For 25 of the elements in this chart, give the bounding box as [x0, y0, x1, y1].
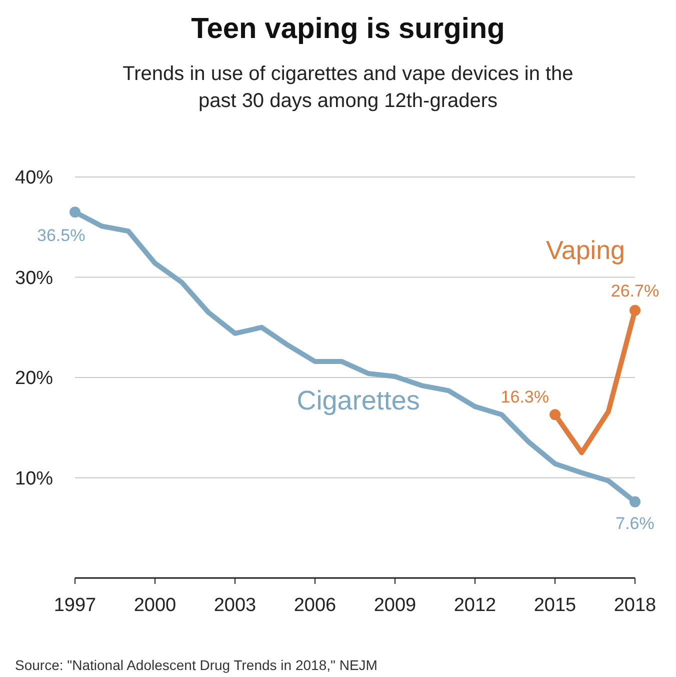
data-label: 26.7% — [610, 281, 660, 300]
source-note: Source: "National Adolescent Drug Trends in 2018," NEJM — [15, 657, 378, 673]
point — [630, 496, 640, 508]
x-tick-label: 2012 — [454, 595, 496, 616]
chart-subtitle: Trends in use of cigarettes and vape devices in the past 30 days among 12th-graders — [122, 63, 574, 112]
y-tick-label: 30% — [15, 268, 54, 289]
y-tick-label: 10% — [15, 468, 54, 490]
point — [630, 304, 640, 316]
y-tick-label: 20% — [15, 368, 54, 390]
point — [70, 206, 80, 218]
x-tick-label: 2000 — [134, 595, 176, 616]
series-label: Vaping — [546, 235, 625, 265]
x-tick-label: 2015 — [534, 595, 576, 616]
x-tick-label: 2018 — [614, 595, 656, 616]
series-label: Cigarettes — [296, 385, 420, 416]
chart-title: Teen vaping is surging — [191, 13, 505, 45]
x-tick-label: 1997 — [54, 595, 96, 616]
y-tick-label: 40% — [15, 168, 54, 189]
data-label: 36.5% — [37, 226, 86, 246]
x-tick-label: 2009 — [374, 595, 416, 616]
point — [550, 409, 560, 420]
data-label: 16.3% — [500, 388, 549, 407]
data-label: 7.6% — [616, 514, 654, 533]
x-tick-label: 2003 — [214, 595, 256, 616]
x-tick-label: 2006 — [294, 595, 336, 616]
